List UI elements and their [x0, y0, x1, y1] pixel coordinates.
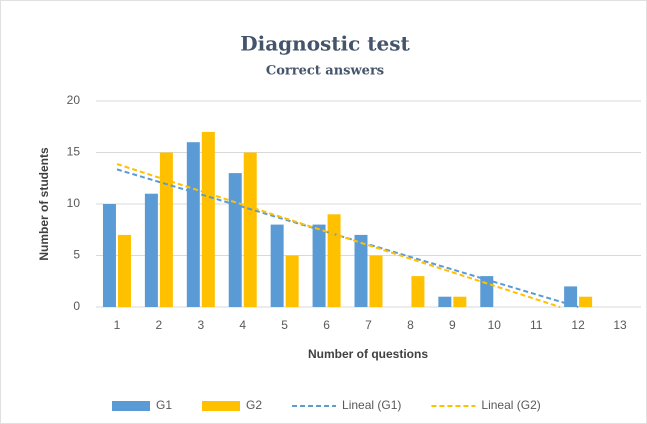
- x-tick-label: 10: [488, 318, 502, 332]
- y-tick-label: 20: [67, 93, 81, 107]
- bar: [285, 255, 299, 307]
- legend-label: Lineal (G1): [342, 398, 401, 412]
- bar: [243, 152, 257, 307]
- bar: [438, 296, 452, 307]
- x-tick-label: 3: [197, 318, 204, 332]
- bar: [327, 214, 341, 307]
- bar: [564, 286, 578, 307]
- x-tick-label: 2: [156, 318, 163, 332]
- x-axis-title: Number of questions: [308, 347, 428, 361]
- bar: [270, 224, 284, 307]
- bar: [480, 276, 494, 307]
- legend-swatch: [112, 401, 150, 411]
- x-tick-label: 9: [449, 318, 456, 332]
- x-tick-label: 5: [281, 318, 288, 332]
- chart-title: Diagnostic test: [240, 32, 410, 56]
- x-tick-label: 8: [407, 318, 414, 332]
- bar: [354, 234, 368, 307]
- bar: [228, 173, 242, 307]
- y-tick-label: 0: [73, 299, 80, 313]
- bar: [312, 224, 326, 307]
- bar: [369, 255, 383, 307]
- y-tick-label: 10: [67, 196, 81, 210]
- bar: [117, 234, 131, 307]
- bar: [579, 296, 593, 307]
- bar: [201, 131, 215, 307]
- legend-label: G2: [246, 398, 262, 412]
- bar: [144, 193, 158, 307]
- legend-swatch: [202, 401, 241, 411]
- chart-subtitle: Correct answers: [266, 64, 384, 79]
- legend-label: G1: [156, 398, 172, 412]
- x-tick-label: 12: [571, 318, 585, 332]
- bar: [102, 204, 116, 307]
- x-tick-label: 6: [323, 318, 330, 332]
- bar: [411, 276, 425, 307]
- y-tick-label: 5: [73, 248, 80, 262]
- x-tick-label: 13: [613, 318, 627, 332]
- x-tick-label: 1: [114, 318, 121, 332]
- y-tick-label: 15: [67, 145, 81, 159]
- bar: [159, 152, 173, 307]
- x-tick-label: 7: [365, 318, 372, 332]
- x-tick-label: 4: [239, 318, 246, 332]
- y-axis-title: Number of students: [37, 147, 51, 261]
- x-tick-label: 11: [530, 318, 543, 332]
- legend-label: Lineal (G2): [481, 398, 540, 412]
- bar: [186, 142, 200, 307]
- bar: [453, 296, 467, 307]
- trendline: [116, 163, 561, 308]
